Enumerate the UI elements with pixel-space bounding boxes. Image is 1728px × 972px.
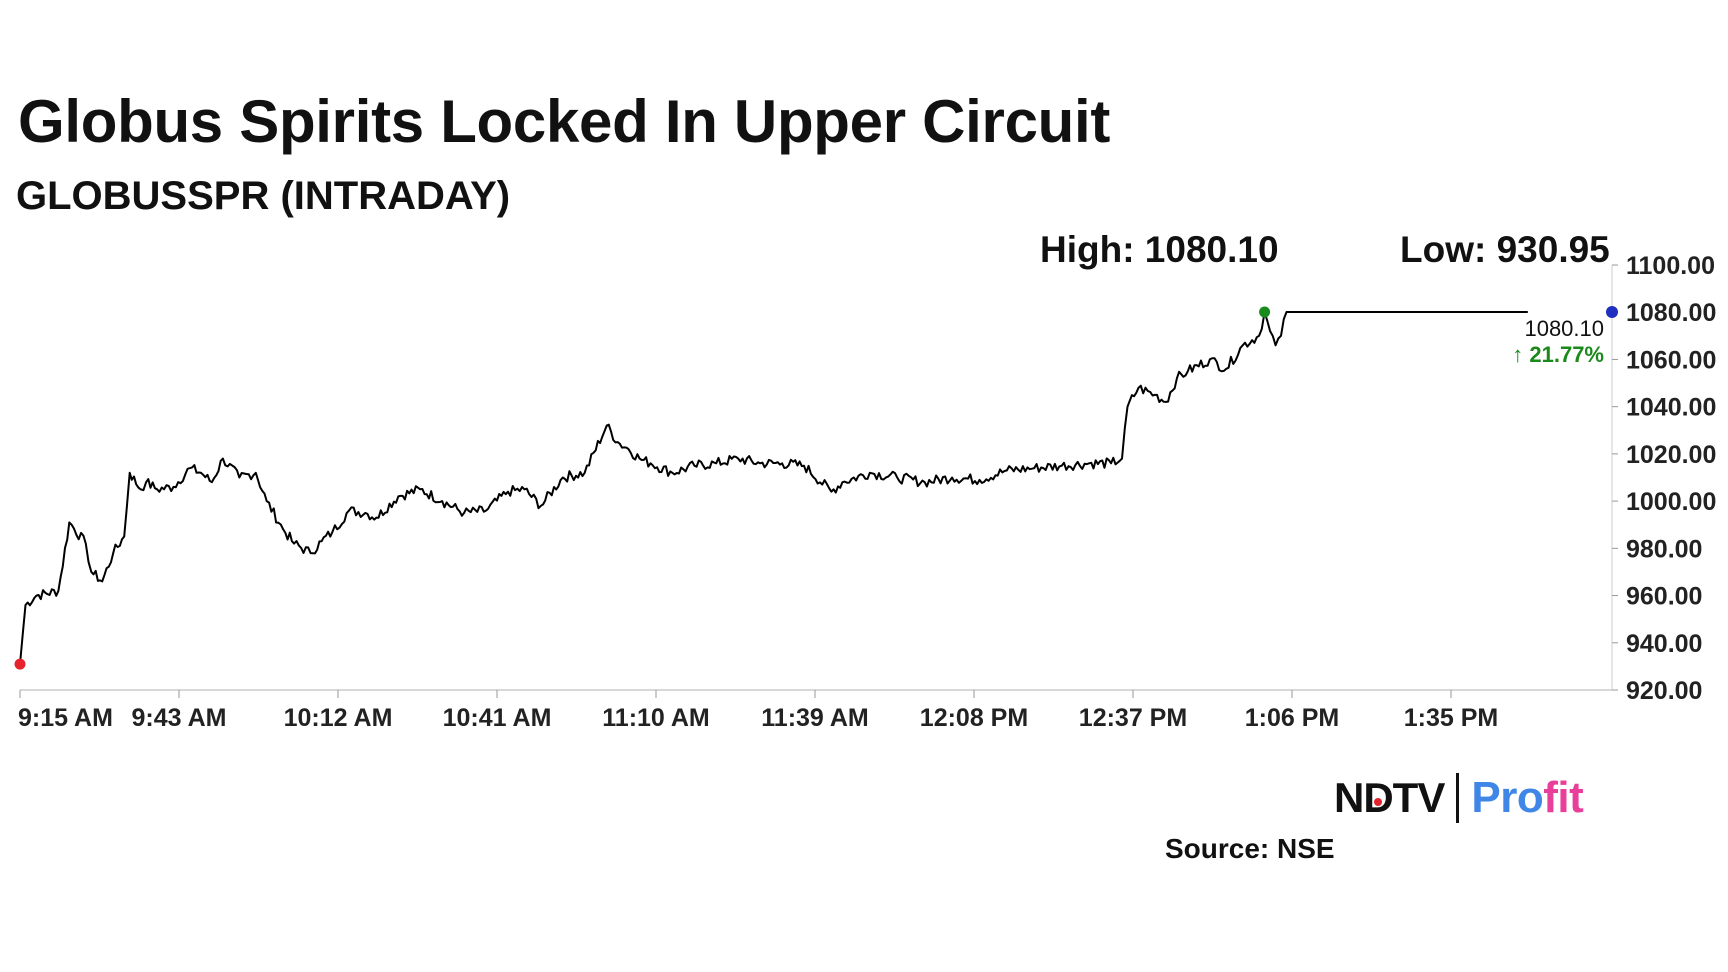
y-tick-label-2: 1060.00 — [1626, 346, 1716, 374]
high-marker — [1259, 306, 1271, 318]
x-tick-label-0: 9:15 AM — [18, 704, 113, 732]
x-tick-label-7: 12:37 PM — [1079, 704, 1187, 732]
x-tick-label-6: 12:08 PM — [920, 704, 1028, 732]
last-price-label: 1080.10 — [1524, 316, 1604, 341]
y-tick-label-8: 940.00 — [1626, 630, 1702, 658]
x-tick-label-8: 1:06 PM — [1245, 704, 1339, 732]
x-tick-label-4: 11:10 AM — [602, 704, 709, 732]
y-tick-label-4: 1020.00 — [1626, 441, 1716, 469]
y-tick-label-3: 1040.00 — [1626, 394, 1716, 422]
logo-red-dot — [1374, 798, 1382, 806]
high-stat: High: 1080.10 — [1040, 229, 1279, 270]
chart-title: Globus Spirits Locked In Upper Circuit — [18, 88, 1111, 155]
x-tick-label-3: 10:41 AM — [443, 704, 552, 732]
source-note: Source: NSE — [1165, 833, 1335, 864]
profit-wordmark: Profit — [1471, 773, 1584, 822]
chart-subtitle: GLOBUSSPR (INTRADAY) — [16, 174, 511, 218]
logo-divider — [1456, 773, 1460, 823]
y-tick-label-1: 1080.00 — [1626, 299, 1716, 327]
x-tick-label-9: 1:35 PM — [1404, 704, 1498, 732]
x-tick-label-5: 11:39 AM — [761, 704, 868, 732]
y-tick-label-0: 1100.00 — [1626, 252, 1715, 280]
ndtv-wordmark: NDTV — [1334, 774, 1445, 821]
y-tick-label-7: 960.00 — [1626, 583, 1702, 611]
low-stat: Low: 930.95 — [1400, 229, 1610, 270]
price-series-line — [19, 311, 1528, 665]
open-marker — [14, 658, 26, 670]
ndtv-profit-logo: NDTV Profit — [1334, 768, 1584, 828]
y-tick-label-5: 1000.00 — [1626, 488, 1716, 516]
y-tick-label-9: 920.00 — [1626, 677, 1702, 705]
x-tick-label-2: 10:12 AM — [284, 704, 393, 732]
change-percent-label: ↑ 21.77% — [1512, 342, 1604, 367]
last-price-marker — [1606, 305, 1618, 318]
y-tick-label-6: 980.00 — [1626, 535, 1702, 563]
x-tick-label-1: 9:43 AM — [132, 704, 227, 732]
